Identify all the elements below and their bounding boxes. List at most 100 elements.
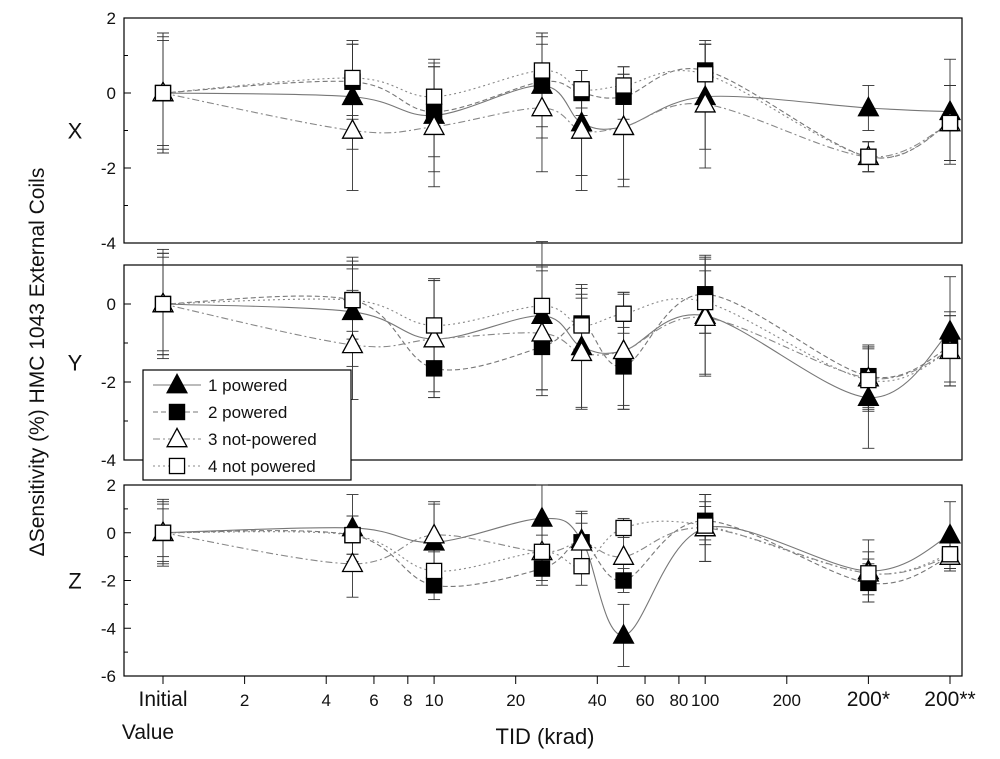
- panel-frame: [123, 17, 963, 244]
- y-tick-label: 2: [107, 476, 116, 495]
- data-point: [570, 118, 593, 139]
- series-line: [162, 527, 951, 575]
- panel-x: -4 -2 0 2 X: [68, 9, 963, 253]
- data-point: [344, 69, 361, 87]
- legend-marker: [166, 373, 188, 394]
- series-line: [162, 84, 951, 130]
- data-point: [423, 114, 446, 136]
- series-line: [162, 92, 951, 158]
- legend-marker: [168, 403, 186, 421]
- data-point: [154, 84, 172, 102]
- data-point: [860, 371, 877, 389]
- x-axis-label: TID (krad): [496, 724, 595, 749]
- y-tick-label: 0: [107, 295, 116, 314]
- x-tick-label: 40: [588, 691, 607, 710]
- x-axis: Initial Value 2 4 6 8 10 20 40 60 80 100 200 200* 200*…: [122, 676, 976, 744]
- data-point: [941, 342, 959, 360]
- data-point: [533, 338, 551, 356]
- series-line: [162, 303, 951, 380]
- data-point: [530, 506, 553, 527]
- data-point: [615, 358, 632, 375]
- x-tick-label: 6: [369, 691, 378, 710]
- panel-label-z: Z: [68, 569, 81, 594]
- data-point: [573, 317, 590, 334]
- data-point: [570, 530, 593, 551]
- y-tick-label: -2: [101, 373, 116, 392]
- x-tick-label-line2: Value: [122, 721, 174, 744]
- x-tick-label: 100: [691, 691, 719, 710]
- legend-label: 2 powered: [208, 403, 287, 422]
- panel-z: -6 -4 -2 0 2 Z: [68, 476, 963, 686]
- data-point: [612, 623, 635, 644]
- data-point: [533, 297, 551, 315]
- data-point: [425, 360, 443, 377]
- data-point: [154, 295, 172, 313]
- data-point: [423, 523, 446, 544]
- data-point: [696, 517, 714, 534]
- series-line: [162, 69, 951, 159]
- data-point: [154, 524, 172, 541]
- legend-marker: [166, 427, 188, 448]
- legend: 1 powered 2 powered 3 not-powered 4 not pow…: [142, 369, 352, 481]
- x-tick-label: 2: [240, 691, 249, 710]
- panel-frame: [123, 264, 963, 461]
- x-tick-label: 200: [773, 691, 801, 710]
- data-point: [615, 519, 632, 537]
- data-point: [533, 560, 551, 577]
- series-line: [162, 520, 951, 587]
- data-point: [533, 543, 551, 561]
- data-point: [857, 385, 880, 406]
- data-point: [423, 327, 446, 348]
- data-point: [341, 118, 364, 139]
- data-point: [615, 77, 632, 94]
- data-point: [612, 114, 635, 136]
- y-tick-label: -2: [101, 159, 116, 178]
- legend-label: 3 not-powered: [208, 430, 317, 449]
- data-point: [425, 317, 443, 334]
- x-tick-label: 8: [403, 691, 412, 710]
- data-point: [694, 305, 717, 326]
- x-tick-label: 20: [506, 691, 525, 710]
- data-point: [425, 88, 443, 105]
- y-axis-label: ΔSensitivity (%) HMC 1043 External Coils: [26, 168, 49, 557]
- x-tick-label: 80: [669, 691, 688, 710]
- data-point: [344, 526, 361, 544]
- series-line: [162, 517, 951, 636]
- data-point: [530, 96, 553, 117]
- data-point: [425, 577, 443, 594]
- y-tick-label: 2: [107, 9, 116, 28]
- legend-label: 1 powered: [208, 376, 287, 395]
- data-point: [570, 340, 593, 362]
- series-line: [162, 68, 951, 159]
- y-tick-label: -2: [101, 572, 116, 591]
- x-tick-label: 4: [321, 691, 330, 710]
- data-point: [612, 544, 635, 565]
- legend-marker: [168, 457, 186, 475]
- data-point: [341, 299, 364, 321]
- x-tick-label: Initial: [138, 688, 187, 711]
- data-point: [341, 332, 364, 354]
- data-point: [939, 319, 961, 340]
- x-tick-label: 10: [425, 691, 444, 710]
- data-point: [341, 84, 364, 106]
- y-tick-label: 0: [107, 524, 116, 543]
- data-point: [615, 572, 632, 589]
- data-point: [941, 546, 959, 563]
- y-tick-label: -6: [101, 667, 116, 686]
- y-tick-label: -4: [101, 619, 116, 638]
- data-point: [573, 557, 590, 575]
- chart-panels: -4 -2 0 2 X -4 -2 0 Y -6 -4 -2 0 2 Z: [68, 9, 963, 686]
- data-point: [615, 305, 632, 322]
- data-point: [573, 81, 590, 98]
- data-point: [939, 523, 961, 544]
- x-tick-label: 60: [636, 691, 655, 710]
- data-point: [696, 66, 714, 83]
- data-point: [612, 338, 635, 360]
- data-point: [696, 293, 714, 311]
- panel-label-x: X: [68, 119, 83, 144]
- panel-label-y: Y: [68, 351, 83, 376]
- data-point: [530, 321, 553, 342]
- data-point: [344, 291, 361, 309]
- y-tick-label: 0: [107, 84, 116, 103]
